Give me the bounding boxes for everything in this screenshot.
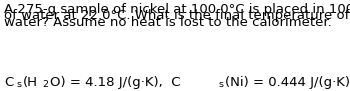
Text: s: s xyxy=(16,80,21,89)
Text: of water at 22.0°C. What is the final temperature of the: of water at 22.0°C. What is the final te… xyxy=(4,9,350,22)
Text: O) = 4.18 J/(g·K),  C: O) = 4.18 J/(g·K), C xyxy=(50,76,180,89)
Text: (H: (H xyxy=(23,76,37,89)
Text: C: C xyxy=(4,76,13,89)
Text: water? Assume no heat is lost to the calorimeter.: water? Assume no heat is lost to the cal… xyxy=(4,16,332,29)
Text: A 275-g sample of nickel at 100.0°C is placed in 100.0 mL: A 275-g sample of nickel at 100.0°C is p… xyxy=(4,3,350,16)
Text: s: s xyxy=(218,80,223,89)
Text: 2: 2 xyxy=(42,80,48,89)
Text: (Ni) = 0.444 J/(g·K): (Ni) = 0.444 J/(g·K) xyxy=(224,76,350,89)
